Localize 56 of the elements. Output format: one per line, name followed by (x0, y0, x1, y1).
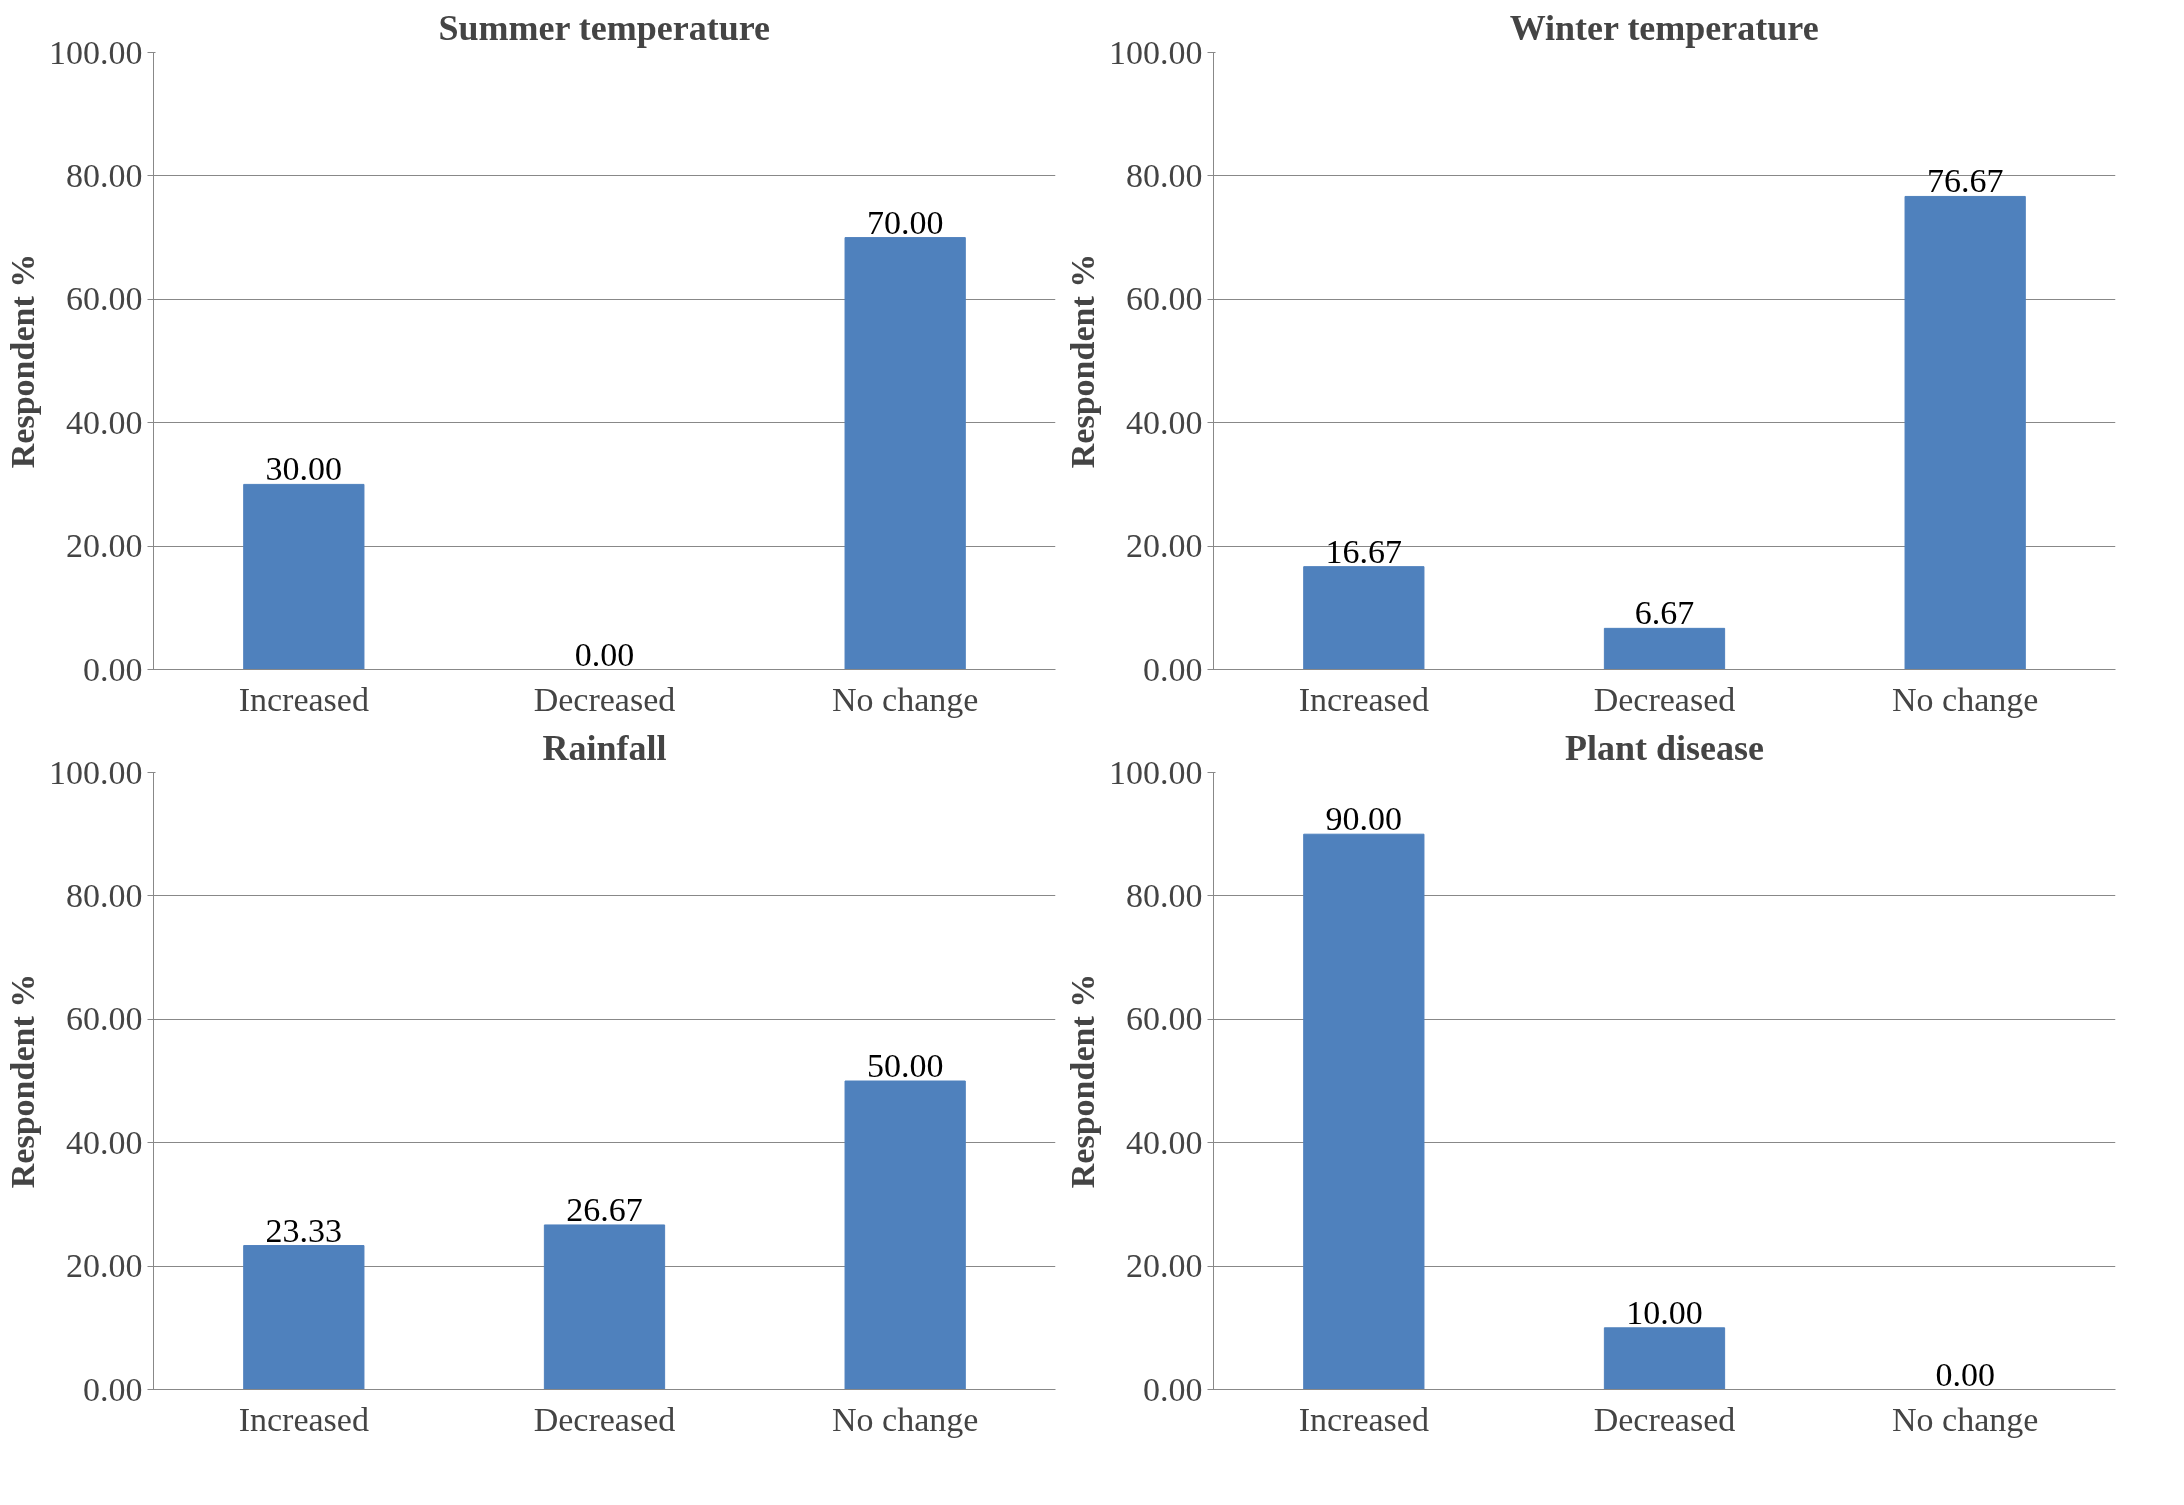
data-label: 10.00 (1626, 1293, 1703, 1331)
y-tick-label: 0.00 (83, 1370, 143, 1408)
y-tick-label: 40.00 (66, 1123, 143, 1161)
x-tick-label: Decreased (1593, 680, 1736, 718)
y-tick-label: 40.00 (66, 403, 143, 441)
data-label: 0.00 (574, 635, 635, 673)
y-tick-label: 60.00 (1126, 280, 1203, 318)
y-tick-label: 100.00 (1109, 753, 1203, 791)
x-tick-label: No change (832, 680, 979, 718)
y-axis-title: Respondent % (4, 973, 41, 1189)
y-tick-label: 60.00 (1126, 1000, 1203, 1038)
data-label: 0.00 (1935, 1355, 1995, 1393)
x-tick-label: No change (1892, 1400, 2039, 1438)
y-tick-label: 100.00 (49, 753, 143, 791)
data-label: 50.00 (866, 1047, 944, 1084)
y-tick-label: 0.00 (1143, 1370, 1203, 1408)
x-tick-label: No change (832, 1400, 979, 1438)
y-axis-title: Respondent % (1064, 253, 1101, 469)
x-tick-label: No change (1892, 680, 2039, 718)
x-tick-label: Increased (238, 1400, 369, 1438)
y-tick-label: 80.00 (66, 876, 143, 914)
chart-title: Winter temperature (1509, 7, 1819, 48)
x-tick-label: Decreased (533, 1400, 676, 1438)
data-label: 26.67 (566, 1190, 643, 1228)
data-label: 90.00 (1325, 800, 1403, 838)
y-tick-label: 100.00 (49, 33, 143, 71)
x-tick-label: Decreased (533, 680, 676, 718)
y-tick-label: 40.00 (1126, 403, 1203, 441)
y-tick-label: 0.00 (83, 650, 143, 688)
data-label: 6.67 (1634, 594, 1695, 632)
data-label: 76.67 (1926, 162, 2004, 200)
data-label: 23.33 (265, 1211, 343, 1249)
chart-title: Summer temperature (438, 7, 770, 48)
x-tick-label: Increased (238, 680, 369, 718)
chart-title: Rainfall (542, 727, 667, 768)
y-axis-title: Respondent % (1064, 973, 1101, 1189)
y-tick-label: 20.00 (66, 527, 143, 565)
y-tick-label: 60.00 (66, 280, 143, 318)
y-tick-label: 80.00 (1126, 156, 1203, 194)
x-tick-label: Increased (1298, 680, 1429, 718)
y-tick-label: 60.00 (66, 1000, 143, 1038)
data-label: 16.67 (1325, 532, 1403, 570)
y-tick-label: 0.00 (1143, 650, 1203, 688)
y-tick-label: 20.00 (1126, 527, 1203, 565)
chart-title: Plant disease (1565, 727, 1765, 768)
y-tick-label: 20.00 (1126, 1247, 1203, 1285)
data-label: 70.00 (866, 203, 944, 241)
x-tick-label: Decreased (1593, 1400, 1736, 1438)
y-tick-label: 80.00 (1126, 876, 1203, 914)
y-axis-title: Respondent % (4, 253, 41, 469)
y-tick-label: 20.00 (66, 1247, 143, 1285)
y-tick-label: 40.00 (1126, 1123, 1203, 1161)
y-tick-label: 80.00 (66, 156, 143, 194)
y-tick-label: 100.00 (1109, 33, 1203, 71)
x-tick-label: Increased (1298, 1400, 1429, 1438)
data-label: 30.00 (265, 450, 343, 488)
